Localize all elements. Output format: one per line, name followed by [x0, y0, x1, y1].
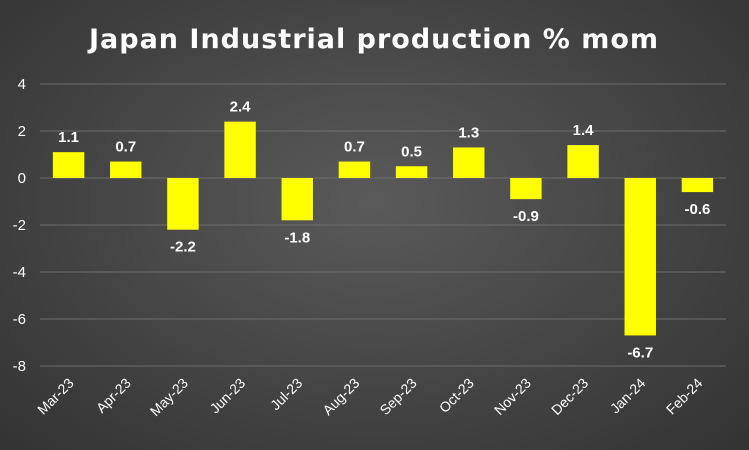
data-label: 1.3: [458, 124, 479, 141]
y-tick-label: -2: [13, 217, 26, 234]
bar-jun-23: [224, 121, 256, 178]
chart-title: Japan Industrial production % mom: [87, 24, 659, 55]
y-tick-label: 0: [18, 170, 26, 187]
y-tick-label: -4: [13, 264, 26, 281]
x-tick-label: Aug-23: [319, 375, 362, 418]
x-tick-label: Nov-23: [491, 375, 534, 418]
x-tick-label: Oct-23: [436, 375, 477, 416]
y-axis-ticks: 4 2 0 -2 -4 -6 -8: [13, 76, 26, 375]
bar-mar-23: [52, 152, 85, 178]
x-tick-label: Jan-24: [607, 375, 649, 417]
data-label: 0.7: [115, 139, 136, 156]
data-labels: 1.1 0.7 -2.2 2.4 -1.8 0.7 0.5 1.3 -0.9 1.4 -6.7 -0.…: [58, 99, 710, 362]
data-label: -0.6: [684, 201, 710, 218]
bar-oct-23: [453, 147, 485, 178]
x-tick-label: Jun-23: [207, 375, 249, 417]
y-tick-label: -6: [13, 311, 26, 328]
data-label: 2.4: [230, 99, 252, 116]
bar-dec-23: [567, 145, 599, 178]
x-tick-label: May-23: [147, 375, 191, 419]
data-label: 1.4: [573, 122, 595, 139]
bar-apr-23: [110, 161, 142, 178]
x-tick-label: Sep-23: [376, 375, 419, 418]
y-tick-label: 2: [18, 123, 26, 140]
bar-sep-23: [395, 166, 428, 178]
bar-jul-23: [281, 178, 313, 221]
data-label: -2.2: [170, 239, 196, 256]
data-label: -6.7: [627, 344, 653, 361]
bar-feb-24: [681, 178, 714, 193]
bar-aug-23: [338, 161, 371, 178]
data-label: -0.9: [513, 208, 539, 225]
x-tick-label: Dec-23: [548, 375, 591, 418]
bar-may-23: [167, 178, 199, 230]
y-tick-label: -8: [13, 358, 26, 375]
x-tick-label: Mar-23: [34, 375, 77, 418]
data-label: 0.5: [401, 143, 422, 160]
bar-jan-24: [624, 178, 656, 336]
data-label: -1.8: [284, 229, 310, 246]
bar-nov-23: [510, 178, 542, 200]
bars: [52, 121, 714, 336]
gridlines: [40, 83, 726, 367]
data-label: 0.7: [344, 139, 365, 156]
data-label: 1.1: [58, 129, 79, 146]
x-axis-ticks: Mar-23 Apr-23 May-23 Jun-23 Jul-23 Aug-23 Sep-…: [34, 375, 706, 419]
y-tick-label: 4: [18, 76, 26, 93]
x-tick-label: Apr-23: [93, 375, 134, 416]
x-tick-label: Jul-23: [267, 375, 305, 413]
x-tick-label: Feb-24: [663, 375, 706, 418]
